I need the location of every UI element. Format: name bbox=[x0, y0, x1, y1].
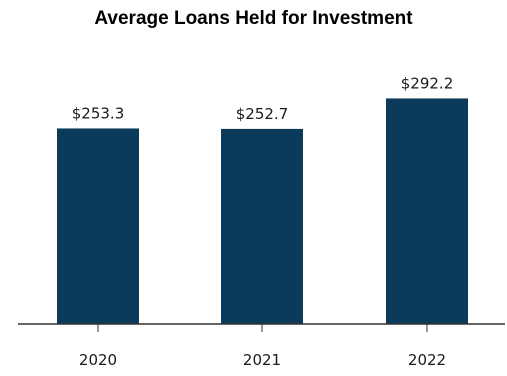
chart-title: Average Loans Held for Investment bbox=[94, 8, 413, 29]
x-tick-label-2020: 2020 bbox=[79, 351, 117, 369]
bars-group bbox=[57, 98, 468, 324]
value-labels-group: $253.3 $252.7 $292.2 bbox=[72, 74, 454, 122]
x-tick-label-2022: 2022 bbox=[408, 351, 446, 369]
bar-value-label-2022: $292.2 bbox=[401, 74, 454, 92]
x-ticks-group bbox=[97, 324, 428, 332]
bar-2021 bbox=[221, 128, 303, 324]
bar-value-label-2021: $252.7 bbox=[236, 105, 289, 123]
x-tick-labels-group: 2020 2021 2022 bbox=[79, 351, 446, 369]
bar-value-label-2020: $253.3 bbox=[72, 104, 125, 122]
x-tick-label-2021: 2021 bbox=[243, 351, 281, 369]
bar-2022 bbox=[386, 98, 468, 324]
bar-2020 bbox=[57, 128, 139, 324]
